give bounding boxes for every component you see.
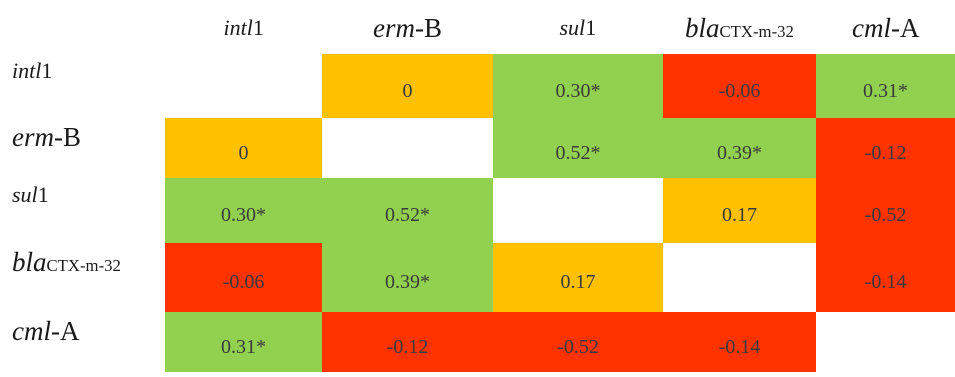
matrix-cell-r5-c5: [816, 312, 955, 372]
matrix-cell-r1-c4: -0.06: [663, 54, 816, 118]
matrix-cell-r2-c4: 0.39*: [663, 118, 816, 178]
matrix-cell-r1-c2: 0: [322, 54, 493, 118]
matrix-cell-r1-c1: [165, 54, 322, 118]
row-header-5-italic: cml: [12, 316, 51, 346]
row-header-4-suffix: CTX-m-32: [46, 256, 121, 275]
row-header-1-italic: intl: [12, 58, 42, 83]
matrix-cell-r5-c2: -0.12: [322, 312, 493, 372]
row-header-3-italic: sul: [12, 182, 38, 207]
column-header-4: blaCTX-m-32: [685, 12, 794, 43]
row-header-2-suffix: -B: [54, 122, 81, 152]
row-header-1-suffix: 1: [41, 58, 53, 83]
column-header-2-suffix: -B: [415, 12, 442, 43]
column-header-1: intl1: [224, 17, 264, 39]
column-header-4-suffix: CTX-m-32: [719, 21, 794, 41]
matrix-cell-r5-c4: -0.14: [663, 312, 816, 372]
matrix-cell-r3-c2: 0.52*: [322, 178, 493, 243]
row-header-5: cml-A: [12, 318, 79, 345]
matrix-cell-r1-c5: 0.31*: [816, 54, 955, 118]
row-header-4: blaCTX-m-32: [12, 249, 121, 276]
column-header-2-italic: erm: [373, 12, 415, 43]
column-header-3: sul1: [560, 17, 597, 39]
column-header-5-italic: cml: [852, 12, 891, 43]
column-header-5-suffix: -A: [890, 12, 920, 43]
matrix-cell-r3-c1: 0.30*: [165, 178, 322, 243]
matrix-cell-r2-c3: 0.52*: [493, 118, 663, 178]
matrix-cell-r3-c3: [493, 178, 663, 243]
matrix-cell-r4-c2: 0.39*: [322, 243, 493, 312]
column-header-1-italic: intl: [223, 15, 253, 40]
row-header-2: erm-B: [12, 124, 81, 151]
column-header-3-italic: sul: [559, 15, 586, 40]
matrix-cell-r2-c2: [322, 118, 493, 178]
column-header-3-suffix: 1: [585, 15, 597, 40]
matrix-cell-r4-c4: [663, 243, 816, 312]
row-header-5-suffix: -A: [50, 316, 80, 346]
row-header-3-suffix: 1: [37, 182, 49, 207]
matrix-cell-r1-c3: 0.30*: [493, 54, 663, 118]
matrix-cell-r5-c1: 0.31*: [165, 312, 322, 372]
column-header-4-italic: bla: [685, 12, 720, 43]
matrix-cell-r4-c3: 0.17: [493, 243, 663, 312]
matrix-cell-r4-c1: -0.06: [165, 243, 322, 312]
matrix-cell-r5-c3: -0.52: [493, 312, 663, 372]
row-header-4-italic: bla: [12, 247, 47, 277]
row-header-3: sul1: [12, 184, 49, 206]
column-header-2: erm-B: [373, 12, 442, 43]
matrix-cell-r2-c5: -0.12: [816, 118, 955, 178]
matrix-cell-r3-c4: 0.17: [663, 178, 816, 243]
column-header-5: cml-A: [852, 12, 920, 43]
matrix-cell-r4-c5: -0.14: [816, 243, 955, 312]
matrix-cell-r2-c1: 0: [165, 118, 322, 178]
column-header-1-suffix: 1: [252, 15, 264, 40]
row-header-2-italic: erm: [12, 122, 54, 152]
matrix-cell-r3-c5: -0.52: [816, 178, 955, 243]
row-header-1: intl1: [12, 60, 52, 82]
